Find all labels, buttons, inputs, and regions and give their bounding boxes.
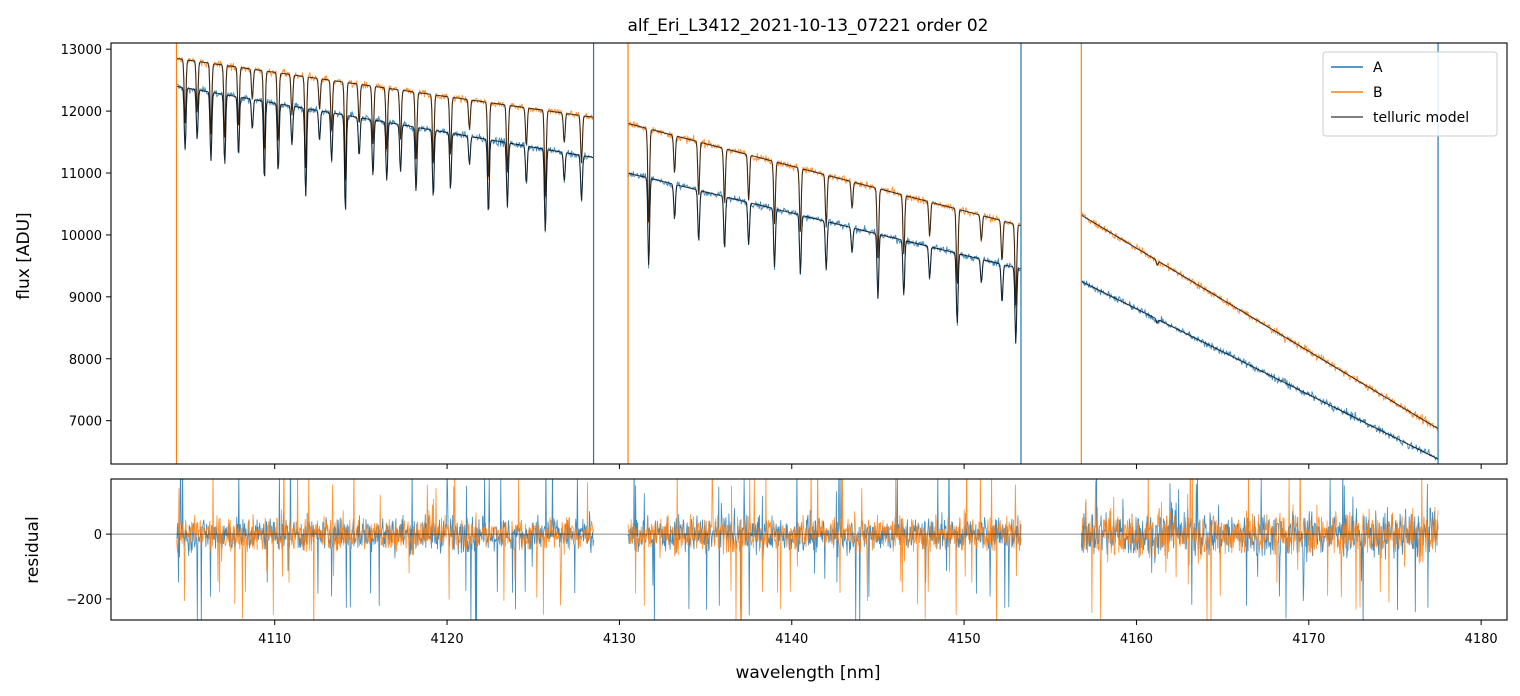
flux-y-tick-label: 12000 xyxy=(61,105,102,120)
series-B-segment-3 xyxy=(1080,212,1439,432)
flux-y-tick-label: 13000 xyxy=(61,43,102,58)
telluric-model-B-segment-3 xyxy=(1081,214,1439,430)
residual-y-axis-label: residual xyxy=(23,516,43,583)
flux-y-axis-label: flux [ADU] xyxy=(14,212,34,299)
x-tick-label: 4120 xyxy=(431,632,464,647)
flux-y-tick-label: 10000 xyxy=(61,229,102,244)
legend-label: B xyxy=(1373,85,1383,101)
flux-plot-area xyxy=(175,43,1439,464)
x-tick-label: 4170 xyxy=(1292,632,1325,647)
residual-y-tick-label: −200 xyxy=(66,593,102,608)
x-tick-label: 4160 xyxy=(1120,632,1153,647)
legend-label: A xyxy=(1373,60,1383,76)
residual-B-segment-1 xyxy=(176,479,594,620)
legend-label: telluric model xyxy=(1373,110,1469,126)
x-tick-label: 4110 xyxy=(258,632,291,647)
residual-plot-area xyxy=(176,479,1439,620)
legend-box xyxy=(1322,51,1498,137)
series-B-segment-2 xyxy=(627,120,1022,309)
flux-y-tick-label: 7000 xyxy=(69,415,102,430)
chart-title: alf_Eri_L3412_2021-10-13_07221 order 02 xyxy=(628,16,989,36)
telluric-model-B-segment-1 xyxy=(176,57,594,197)
x-tick-label: 4180 xyxy=(1465,632,1498,647)
residual-panel: −200 0 4110 4120 4130 4140 4150 4160 4170 4180 xyxy=(66,478,1508,647)
residual-axes-frame xyxy=(110,478,1508,621)
residual-B-segment-2 xyxy=(627,479,1022,620)
residual-B-segment-3 xyxy=(1080,479,1439,620)
series-A-segment-2 xyxy=(627,171,1022,345)
telluric-model-A-segment-1 xyxy=(176,85,594,231)
flux-y-tick-label: 9000 xyxy=(69,291,102,306)
x-axis-label: wavelength [nm] xyxy=(735,663,880,683)
x-tick-label: 4150 xyxy=(948,632,981,647)
residual-y-tick-label: 0 xyxy=(94,528,102,543)
telluric-model-B-segment-2 xyxy=(627,122,1022,306)
flux-panel: 7000 8000 9000 10000 11000 12000 13000 xyxy=(61,42,1508,469)
x-tick-label: 4140 xyxy=(775,632,808,647)
x-tick-label: 4130 xyxy=(603,632,636,647)
flux-axes-frame xyxy=(110,42,1508,465)
flux-y-tick-label: 8000 xyxy=(69,353,102,368)
flux-y-tick-label: 11000 xyxy=(61,167,102,182)
telluric-model-A-segment-3 xyxy=(1081,280,1439,460)
telluric-model-A-segment-2 xyxy=(627,172,1022,344)
